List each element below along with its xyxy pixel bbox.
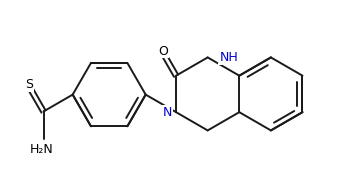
Text: O: O — [158, 45, 168, 58]
Text: N: N — [163, 106, 172, 119]
Text: S: S — [26, 78, 34, 91]
Text: NH: NH — [219, 51, 238, 64]
Text: H₂N: H₂N — [29, 143, 53, 156]
